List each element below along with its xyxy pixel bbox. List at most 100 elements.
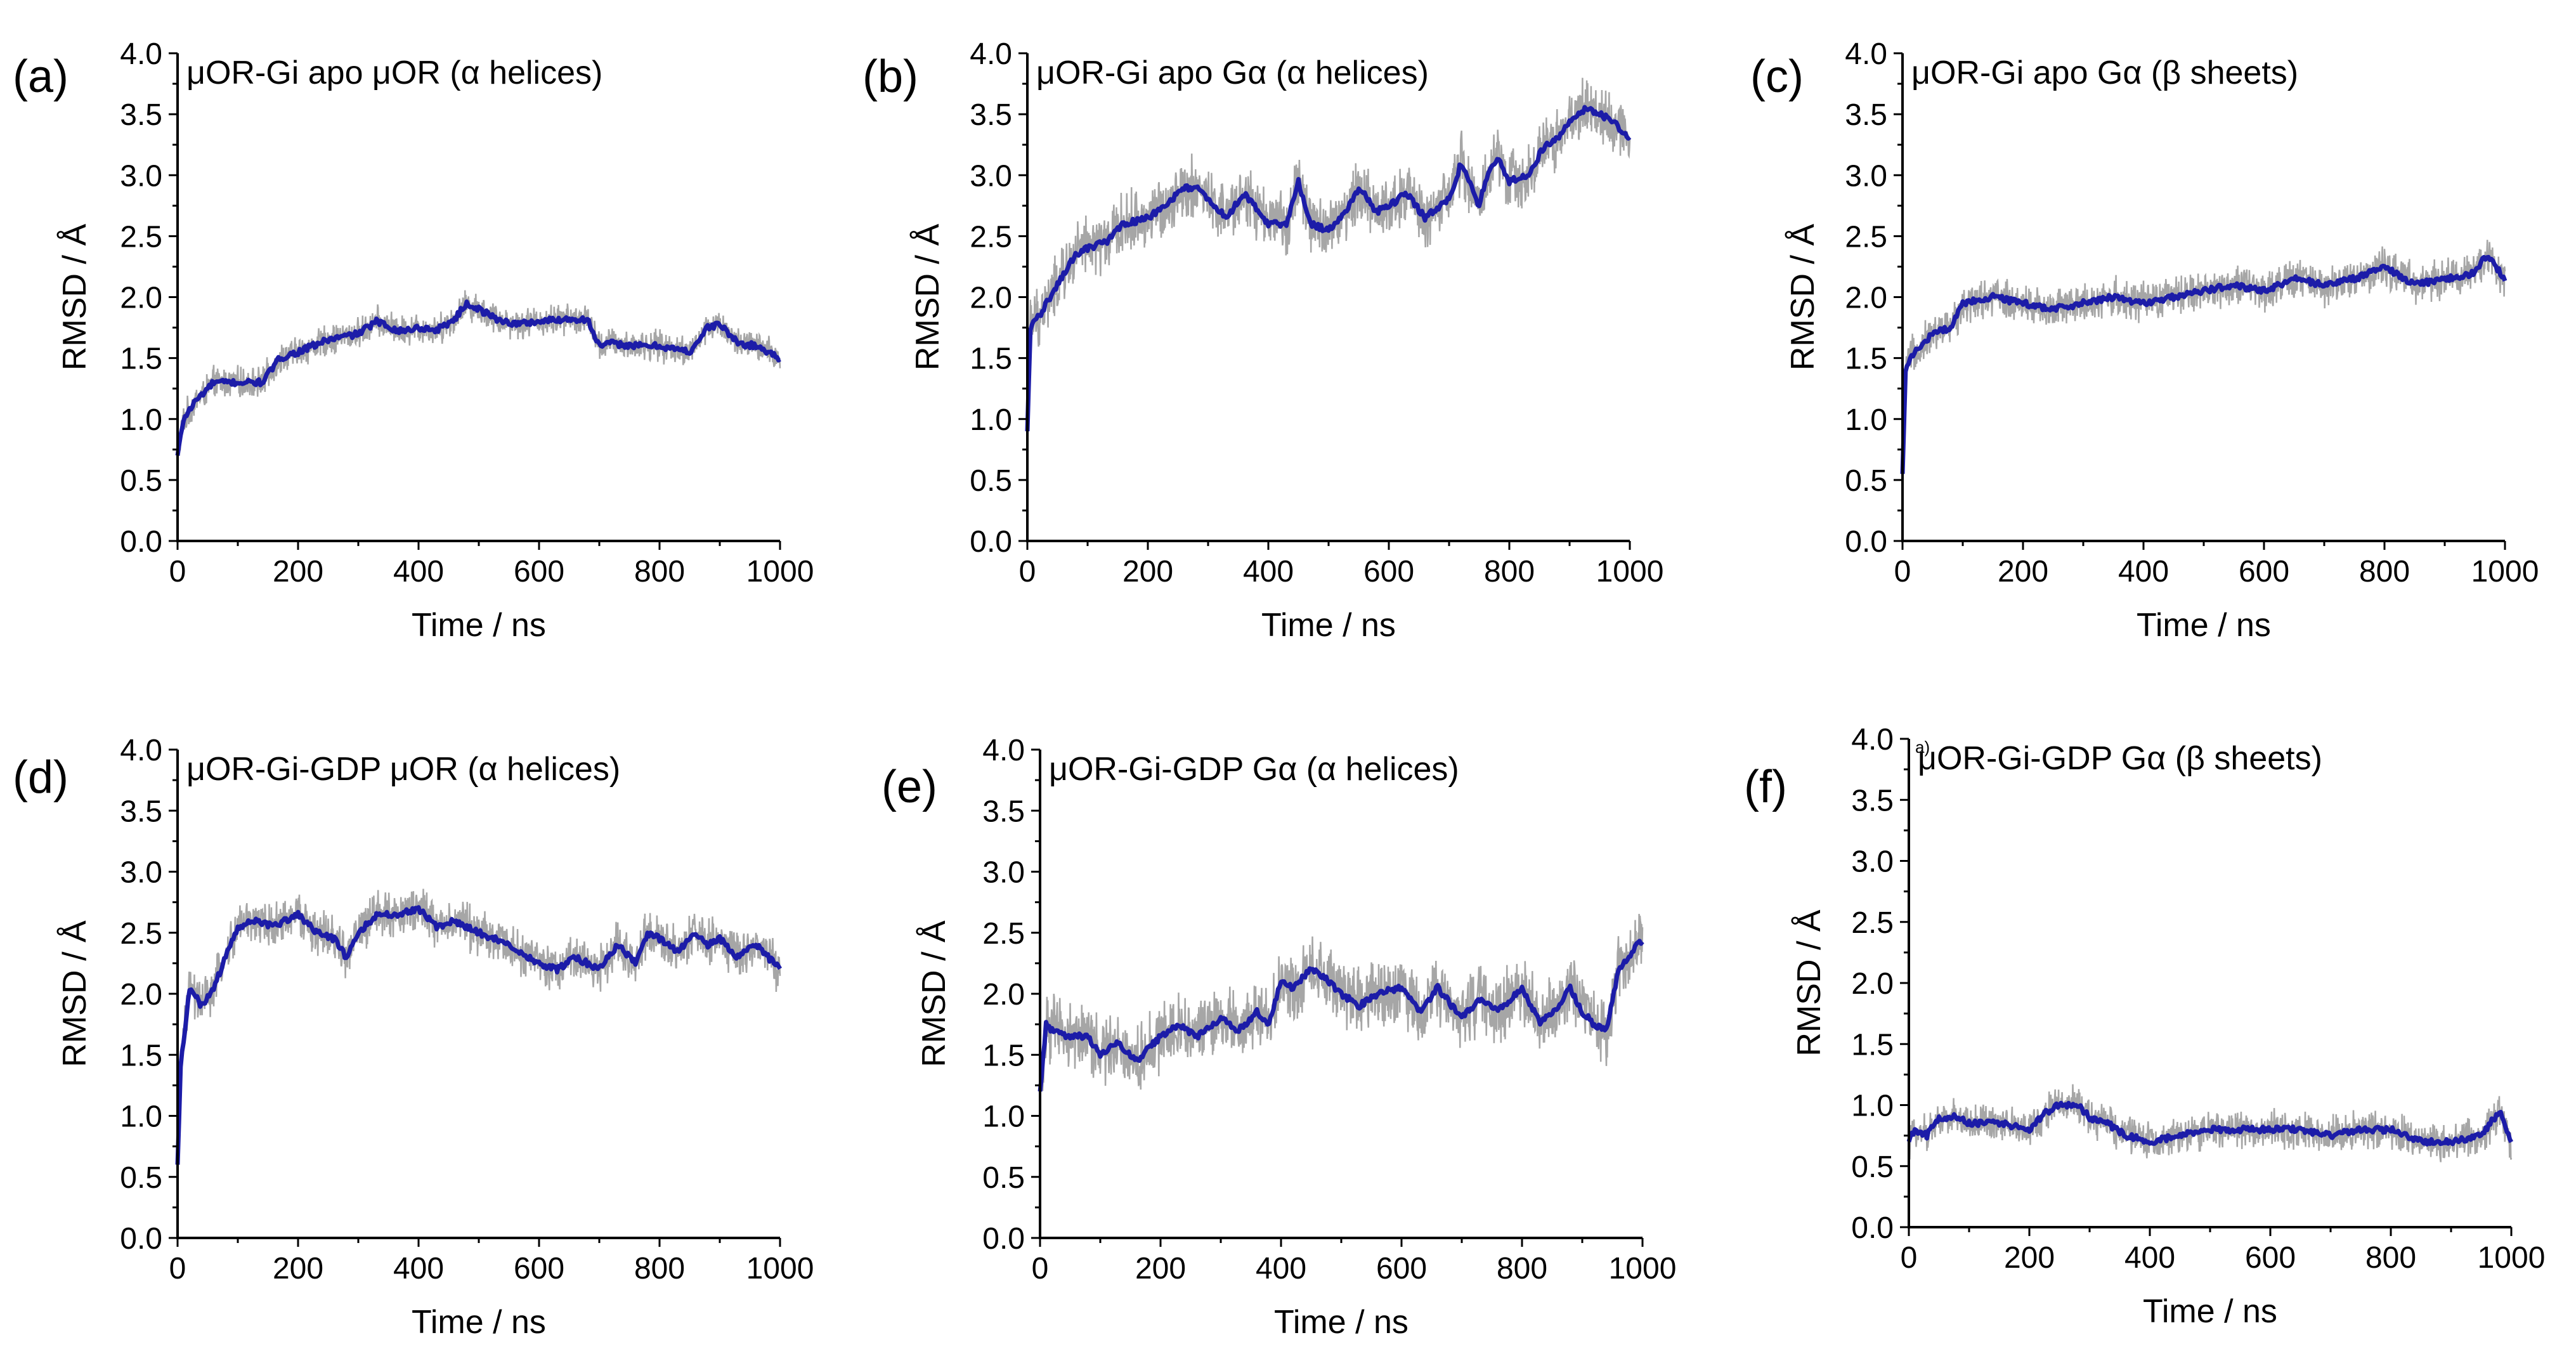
y-tick-label: 3.0	[120, 159, 162, 193]
y-tick-label: 1.0	[120, 1100, 162, 1134]
y-tick-label: 2.0	[982, 978, 1025, 1012]
y-tick-label: 3.5	[120, 98, 162, 132]
y-tick-label: 2.0	[120, 282, 162, 315]
x-axis-label: Time / ns	[412, 607, 546, 644]
x-axis-label: Time / ns	[1261, 607, 1396, 644]
rmsd-panel-4: (d) μOR-Gi-GDP μOR (α helices) 0.0 0.5 1.0 1.…	[13, 734, 814, 1341]
y-tick-label: 2.0	[120, 978, 162, 1012]
x-tick-label: 0	[169, 1252, 186, 1286]
y-tick-label: 0.5	[1845, 464, 1887, 498]
y-axis-label: RMSD / Å	[909, 224, 946, 370]
x-tick-label: 200	[2004, 1241, 2055, 1275]
y-tick-label: 2.5	[982, 917, 1025, 951]
x-tick-label: 800	[1497, 1252, 1547, 1286]
y-tick-label: 1.5	[120, 1039, 162, 1072]
x-tick-label: 1000	[1609, 1252, 1677, 1286]
x-axis-label: Time / ns	[2137, 607, 2271, 644]
average-rmsd-series	[1906, 1100, 2514, 1147]
panel-label: (f)	[1744, 762, 1787, 812]
x-tick-label: 600	[1376, 1252, 1427, 1286]
raw-rmsd-series	[1026, 77, 1631, 440]
y-tick-label: 2.5	[1845, 220, 1887, 254]
axes	[1908, 739, 2511, 1228]
y-tick-label: 0.0	[1851, 1211, 1894, 1245]
x-tick-label: 600	[2239, 555, 2289, 589]
y-tick-label: 3.0	[970, 159, 1012, 193]
y-tick-label: 1.5	[120, 342, 162, 376]
panel-title: μOR-Gi-GDP Gα (α helices)	[1049, 751, 1459, 788]
x-tick-label: 600	[1363, 555, 1414, 589]
y-tick-label: 4.0	[982, 734, 1025, 767]
average-rmsd-series	[175, 905, 783, 1165]
panel-title: μOR-Gi apo Gα (α helices)	[1036, 55, 1429, 91]
x-tick-label: 800	[2365, 1241, 2416, 1275]
x-tick-label: 200	[1135, 1252, 1186, 1286]
y-axis-label: RMSD / Å	[56, 920, 93, 1067]
panel-title: μOR-Gi apo Gα (β sheets)	[1911, 55, 2298, 91]
y-tick-label: 2.5	[1851, 906, 1894, 940]
panel-title: μOR-Gi apo μOR (α helices)	[186, 55, 602, 91]
x-tick-label: 200	[273, 555, 323, 589]
panel-title: μOR-Gi-GDP Gα (β sheets)	[1918, 740, 2322, 777]
y-tick-label: 3.5	[1845, 98, 1887, 132]
x-tick-label: 1000	[1596, 555, 1664, 589]
rmsd-panel-1: (a) μOR-Gi apo μOR (α helices) 0.0 0.5 1.0 1.…	[13, 37, 814, 644]
x-tick-label: 0	[1901, 1241, 1918, 1275]
raw-rmsd-series	[1901, 240, 2506, 462]
y-tick-label: 1.0	[982, 1100, 1025, 1134]
x-tick-label: 800	[634, 1252, 685, 1286]
x-tick-label: 800	[1484, 555, 1535, 589]
x-tick-label: 600	[514, 1252, 564, 1286]
x-tick-label: 0	[1894, 555, 1911, 589]
y-tick-label: 3.5	[120, 795, 162, 828]
axes	[176, 750, 780, 1239]
y-tick-label: 1.0	[970, 403, 1012, 437]
x-tick-label: 400	[393, 555, 444, 589]
panel-label: (a)	[13, 51, 68, 102]
y-tick-label: 4.0	[1851, 723, 1894, 757]
x-tick-label: 1000	[746, 1252, 814, 1286]
overlay-note: a)	[1915, 738, 1930, 757]
y-tick-label: 2.5	[970, 220, 1012, 254]
y-tick-label: 0.5	[970, 464, 1012, 498]
y-axis-label: RMSD / Å	[916, 920, 953, 1067]
y-tick-label: 0.0	[970, 525, 1012, 559]
y-tick-label: 1.5	[1851, 1028, 1894, 1062]
y-tick-label: 3.0	[120, 856, 162, 890]
x-tick-label: 400	[2118, 555, 2169, 589]
y-tick-label: 3.0	[1845, 159, 1887, 193]
x-tick-label: 400	[1243, 555, 1294, 589]
y-tick-label: 4.0	[970, 37, 1012, 71]
y-tick-label: 2.0	[1845, 282, 1887, 315]
y-axis-label: RMSD / Å	[1785, 224, 1821, 370]
y-axis-label: RMSD / Å	[1791, 909, 1828, 1056]
y-tick-label: 0.0	[120, 1222, 162, 1256]
x-tick-label: 1000	[2478, 1241, 2546, 1275]
y-tick-label: 3.5	[970, 98, 1012, 132]
y-tick-label: 0.5	[120, 464, 162, 498]
raw-rmsd-series	[1039, 913, 1644, 1093]
y-tick-label: 0.0	[1845, 525, 1887, 559]
panel-label: (b)	[862, 51, 918, 102]
y-tick-label: 3.0	[1851, 845, 1894, 879]
y-tick-label: 2.5	[120, 917, 162, 951]
x-tick-label: 200	[1998, 555, 2048, 589]
x-tick-label: 1000	[2471, 555, 2539, 589]
x-tick-label: 0	[1032, 1252, 1049, 1286]
axes	[176, 53, 780, 542]
y-axis-label: RMSD / Å	[56, 224, 93, 370]
y-tick-label: 0.5	[1851, 1150, 1894, 1184]
average-rmsd-series	[1025, 105, 1632, 432]
x-tick-label: 200	[1122, 555, 1173, 589]
x-tick-label: 1000	[746, 555, 814, 589]
rmsd-panel-2: (b) μOR-Gi apo Gα (α helices) 0.0 0.5 1.0 1.5…	[862, 37, 1663, 644]
x-axis-label: Time / ns	[412, 1304, 546, 1341]
y-tick-label: 1.0	[1845, 403, 1887, 437]
y-tick-label: 3.5	[982, 795, 1025, 828]
x-tick-label: 0	[1019, 555, 1036, 589]
y-tick-label: 3.5	[1851, 784, 1894, 817]
y-tick-label: 3.0	[982, 856, 1025, 890]
rmsd-panel-3: (c) μOR-Gi apo Gα (β sheets) 0.0 0.5 1.0 1.5 2…	[1750, 37, 2539, 644]
x-tick-label: 400	[2124, 1241, 2175, 1275]
